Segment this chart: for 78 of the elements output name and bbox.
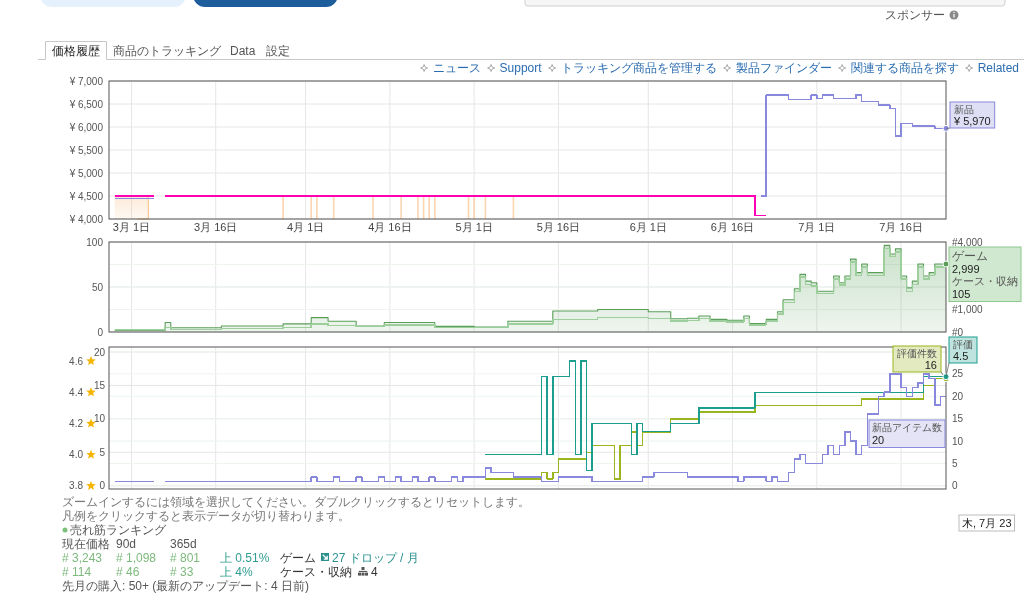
y2-tick-label: 15 (952, 413, 964, 425)
x-tick-label: 7月 1日 (798, 221, 836, 233)
text: 売れ筋ランキング (70, 523, 167, 537)
text: Data (230, 44, 256, 58)
y2-tick-label: 5 (952, 457, 958, 469)
text: # 46 (116, 565, 140, 579)
x-tick-label: 5月 1日 (455, 221, 493, 233)
x-tick-label: 4月 16日 (368, 221, 412, 233)
text: ゲーム (280, 551, 316, 565)
text: 評価 (953, 338, 973, 350)
text: 4 (371, 565, 378, 579)
y2-tick-label: 0 (952, 480, 958, 492)
y-tick-label: ¥ 7,000 (68, 75, 104, 87)
data-label: 16 (924, 358, 937, 371)
series-label: 評価件数 (897, 347, 937, 359)
series-label: 新品 (954, 103, 974, 115)
text: ニュース (432, 61, 481, 75)
text: # 1,098 (116, 551, 157, 565)
y-tick-label: ¥ 6,500 (68, 98, 104, 110)
y-tick-label: 10 (93, 413, 106, 425)
text: 上 0.51% (220, 551, 270, 565)
x-tick-label: 6月 1日 (629, 221, 667, 233)
y-tick-label: 20 (93, 346, 106, 358)
y-tick-label: ¥ 4,500 (68, 190, 104, 202)
y-tick-label: ¥ 4,000 (68, 213, 104, 225)
text: 現在価格 (62, 537, 110, 551)
text: ズームインするには領域を選択してください。ダブルクリックするとリセットします。 (62, 495, 530, 509)
y-tick-label: ¥ 6,000 (68, 121, 104, 133)
x-tick-label: 5月 16日 (536, 221, 581, 233)
text: トラッキング商品を管理する (560, 61, 717, 75)
text: # 114 (62, 565, 92, 579)
y-tick-label: 0 (97, 326, 104, 338)
text: 先月の購入: 50+ (最新のアップデート: 4 日前) (62, 579, 310, 593)
text: 凡例をクリックすると表示データが切り替わります。 (62, 509, 350, 523)
text: # 33 (170, 565, 194, 579)
text: # 801 (170, 551, 201, 565)
text: 設定 (266, 44, 290, 58)
y2-tick-label: 10 (952, 435, 964, 447)
text: Related (977, 61, 1019, 75)
y3-tick-label: 4.2 (69, 417, 84, 429)
y-tick-label: 0 (99, 480, 106, 492)
x-tick-label: 4月 1日 (286, 221, 325, 233)
y3-tick-label: 4.0 (69, 449, 84, 461)
y-tick-label: ¥ 5,000 (68, 167, 104, 179)
text: スポンサー (885, 8, 945, 22)
y3-tick-label: 4.6 (69, 355, 84, 367)
y-tick-label: 100 (86, 236, 104, 248)
x-tick-label: 6月 16日 (710, 221, 755, 233)
text: 関連する商品を探す (850, 61, 959, 75)
y2-tick-label: #4,000 (952, 236, 984, 248)
y2-tick-label: #0 (952, 326, 964, 338)
text: Support (499, 61, 543, 75)
y-tick-label: 5 (99, 446, 106, 458)
y-tick-label: ¥ 5,500 (68, 144, 104, 156)
y3-tick-label: 3.8 (69, 480, 84, 492)
text: 27 ドロップ / 月 (332, 551, 419, 565)
x-tick-label: 3月 16日 (194, 221, 238, 233)
text: 上 4% (220, 565, 254, 579)
text: ゲーム 2,999 ケース・収納 105 (952, 249, 1018, 300)
text: 365d (170, 537, 197, 551)
y2-tick-label: 20 (952, 390, 964, 402)
y2-tick-label: 25 (952, 368, 964, 380)
y3-tick-label: 4.4 (69, 386, 84, 398)
y2-tick-label: #1,000 (952, 304, 984, 315)
text: 商品のトラッキング (113, 44, 222, 58)
y-tick-label: 15 (93, 379, 106, 391)
text: 価格履歴 (52, 44, 100, 58)
text: 90d (116, 537, 137, 551)
x-tick-label: 3月 1日 (112, 221, 151, 233)
x-tick-label: 7月 16日 (879, 221, 923, 233)
data-label: 4.5 (953, 349, 969, 362)
text: 木, 7月 23 (962, 517, 1012, 529)
text: ケース・収納 (280, 565, 352, 579)
text: # 3,243 (62, 551, 103, 565)
data-label: ¥ 5,970 (953, 114, 991, 127)
annotation: 新品アイテム数 20 (872, 422, 942, 446)
text: 製品ファインダー (735, 61, 832, 75)
y-tick-label: 50 (91, 281, 104, 293)
